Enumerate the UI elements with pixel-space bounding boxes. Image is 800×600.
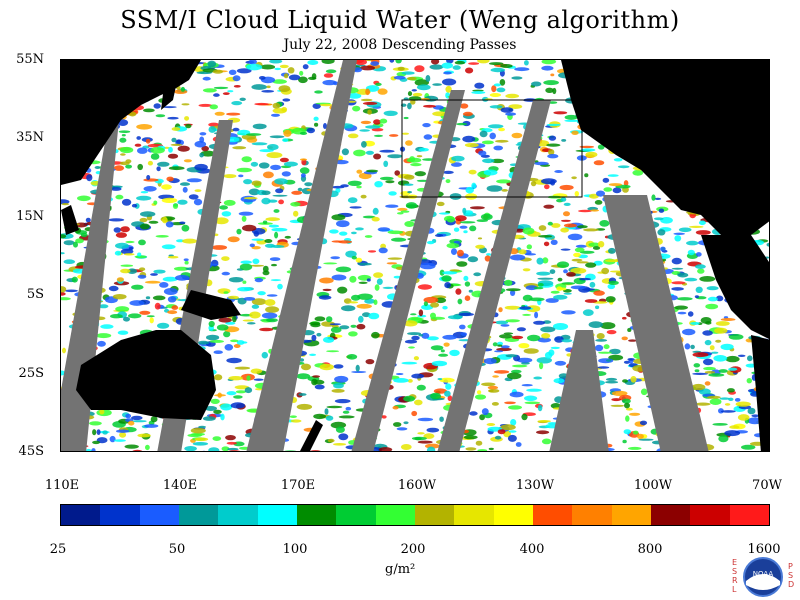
australia-land — [76, 330, 216, 420]
lat-label-45s: 45S — [18, 444, 44, 459]
north-america-land — [561, 60, 769, 235]
colorbar-swatch — [336, 505, 376, 525]
colorbar — [60, 504, 770, 526]
colorbar-swatch — [139, 505, 179, 525]
swath-gap — [351, 90, 465, 451]
colorbar-label-1600: 1600 — [747, 542, 781, 557]
colorbar-swatch — [414, 505, 455, 525]
swath-gap — [603, 195, 709, 451]
svg-text:S: S — [788, 571, 793, 580]
svg-text:P: P — [788, 562, 793, 571]
svg-text:NOAA: NOAA — [753, 570, 774, 578]
colorbar-swatch — [690, 505, 730, 525]
lon-label-140e: 140E — [162, 478, 198, 493]
new-zealand-land — [300, 420, 323, 451]
colorbar-label-100: 100 — [282, 542, 308, 557]
map-title: SSM/I Cloud Liquid Water (Weng algorithm… — [120, 6, 680, 34]
japan-land — [161, 70, 179, 110]
colorbar-swatch — [257, 505, 297, 525]
lon-label-160w: 160W — [397, 478, 437, 493]
colorbar-swatch — [296, 505, 337, 525]
colorbar-label-25: 25 — [49, 542, 67, 557]
svg-text:R: R — [732, 576, 738, 585]
colorbar-swatch — [454, 505, 494, 525]
svg-text:S: S — [732, 567, 737, 576]
colorbar-label-800: 800 — [637, 542, 663, 557]
lat-label-35n: 35N — [16, 130, 44, 145]
philippines-land — [61, 205, 79, 235]
gulf-land — [661, 170, 711, 200]
south-america-land — [751, 335, 769, 451]
lat-label-15n: 15N — [16, 209, 44, 224]
colorbar-label-400: 400 — [519, 542, 545, 557]
swath-gap — [246, 60, 357, 451]
lon-label-100w: 100W — [633, 478, 673, 493]
swath-gap — [61, 120, 119, 451]
colorbar-swatch — [532, 505, 573, 525]
lon-label-170e: 170E — [280, 478, 316, 493]
colorbar-unit: g/m² — [385, 562, 416, 577]
swath-gap — [549, 330, 609, 451]
colorbar-swatch — [650, 505, 691, 525]
colorbar-swatch — [100, 505, 140, 525]
landmasses — [61, 60, 769, 451]
svg-text:D: D — [788, 580, 794, 589]
colorbar-swatch — [178, 505, 219, 525]
colorbar-label-50: 50 — [168, 542, 186, 557]
lat-label-25s: 25S — [18, 366, 44, 381]
lat-label-5s: 5S — [26, 287, 44, 302]
region-box — [401, 99, 583, 198]
colorbar-swatch — [572, 505, 612, 525]
swath-gap — [437, 100, 551, 451]
colorbar-swatch — [375, 505, 415, 525]
colorbar-swatch — [611, 505, 651, 525]
new-guinea-land — [181, 290, 241, 320]
colorbar-label-200: 200 — [400, 542, 426, 557]
svg-text:E: E — [732, 558, 737, 567]
lon-label-130w: 130W — [515, 478, 555, 493]
cloud-water-map — [60, 59, 770, 452]
noaa-esrl-psd-logo-icon: ES RL PS D NOAA — [732, 557, 794, 597]
central-america-land — [701, 235, 769, 339]
lon-label-70w: 70W — [752, 478, 782, 493]
colorbar-swatch — [493, 505, 533, 525]
map-subtitle: July 22, 2008 Descending Passes — [283, 37, 517, 53]
colorbar-swatch — [729, 505, 769, 525]
lat-label-55n: 55N — [16, 52, 44, 67]
colorbar-swatch — [61, 505, 101, 525]
lon-label-110e: 110E — [44, 478, 80, 493]
colorbar-swatch — [218, 505, 258, 525]
svg-text:L: L — [732, 585, 737, 594]
